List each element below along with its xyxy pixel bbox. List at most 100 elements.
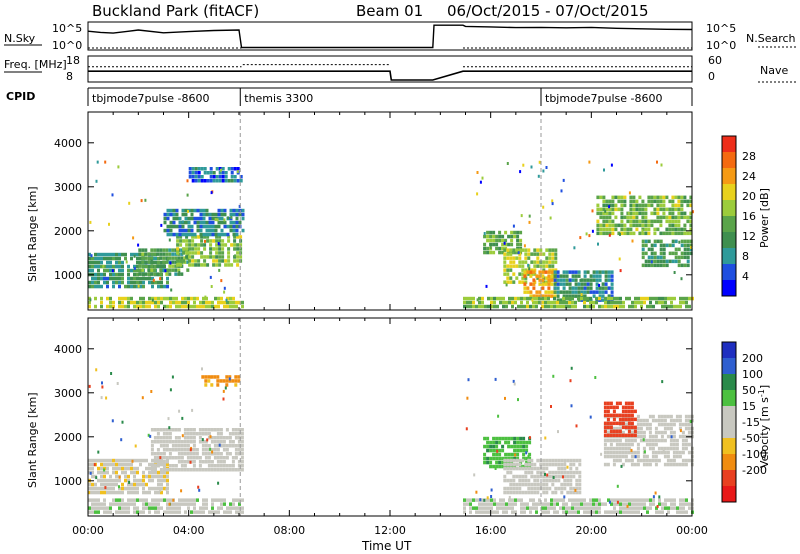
heat-cell (656, 195, 660, 200)
heat-cell (650, 255, 654, 260)
heat-cell (204, 375, 208, 379)
heat-cell (236, 243, 240, 247)
heat-cell (209, 243, 213, 247)
heat-cell (677, 231, 681, 236)
heat-cell (630, 458, 634, 463)
heat-cell (513, 234, 517, 239)
heat-cell (616, 304, 619, 309)
heat-cell (234, 448, 238, 452)
heat-cell (112, 252, 115, 257)
heat-cell (685, 498, 688, 502)
heat-cell (189, 440, 193, 444)
heat-cell (685, 296, 688, 301)
heat-cell (223, 232, 227, 237)
heat-cell (608, 211, 612, 216)
heat-cell (495, 464, 499, 469)
heat-cell (481, 300, 484, 305)
heat-cell (519, 170, 522, 174)
heat-cell (660, 414, 664, 419)
heat-cell (618, 433, 622, 438)
heat-cell (598, 274, 602, 278)
noise-right-label: N.Search (746, 32, 796, 45)
heat-cell (599, 207, 603, 212)
heat-cell (572, 458, 576, 463)
heat-cell (521, 272, 525, 276)
heat-cell (202, 216, 206, 221)
heat-cell (563, 478, 567, 483)
heat-cell (609, 421, 613, 426)
heat-cell (171, 375, 174, 379)
heat-cell (635, 227, 639, 232)
heat-cell (521, 490, 525, 495)
heat-cell (586, 304, 589, 309)
heat-cell (544, 510, 547, 514)
heat-cell (191, 408, 194, 412)
heat-cell (521, 276, 525, 280)
heat-cell (609, 438, 613, 443)
heat-cell (231, 440, 235, 444)
heat-cell (240, 428, 244, 432)
heat-cell (556, 498, 559, 502)
heat-cell (533, 268, 537, 272)
heat-cell (235, 506, 238, 510)
heat-cell (118, 256, 121, 261)
heat-cell (142, 296, 145, 301)
heat-cell (222, 379, 226, 383)
heat-cell (211, 228, 215, 233)
heat-cell (171, 456, 175, 460)
heat-cell (609, 401, 613, 406)
heat-cell (153, 440, 157, 444)
colorbar-segment (722, 358, 736, 375)
heat-cell (216, 448, 220, 452)
heat-cell (206, 179, 210, 183)
heat-cell (524, 280, 528, 284)
heat-cell (466, 300, 469, 305)
heat-cell (133, 466, 136, 471)
heat-cell (620, 195, 624, 200)
heat-cell (544, 270, 548, 274)
heat-cell (551, 490, 555, 495)
heat-cell (218, 263, 222, 267)
heat-cell (559, 274, 563, 278)
heat-cell (131, 459, 134, 463)
heat-cell (682, 300, 685, 305)
heat-cell (683, 211, 687, 216)
heat-cell (235, 224, 239, 229)
heat-cell (235, 232, 239, 237)
heat-cell (665, 215, 669, 220)
heat-cell (596, 211, 600, 216)
noise-right-tick-bottom: 10^0 (706, 39, 736, 52)
heat-cell (612, 438, 616, 443)
heat-cell (130, 276, 133, 281)
heat-cell (553, 506, 556, 510)
heat-cell (524, 470, 528, 475)
heat-cell (162, 268, 166, 272)
heat-cell (484, 498, 487, 502)
heat-cell (200, 235, 204, 239)
heat-cell (603, 438, 607, 443)
heat-cell (241, 208, 245, 213)
heat-cell (115, 272, 118, 277)
heat-cell (603, 462, 607, 467)
heat-cell (671, 203, 675, 208)
heat-cell (127, 300, 130, 305)
heat-cell (203, 235, 207, 239)
heat-cell (686, 247, 690, 252)
heat-cell (142, 276, 145, 281)
heat-cell (586, 286, 590, 290)
heat-cell (91, 280, 94, 285)
heat-cell (177, 436, 181, 440)
heat-cell (133, 264, 136, 269)
heat-cell (599, 231, 603, 236)
heat-cell (197, 247, 201, 251)
heat-cell (602, 215, 606, 220)
heat-cell (178, 220, 182, 225)
heat-cell (617, 195, 621, 200)
heat-cell (589, 274, 593, 278)
heat-cell (490, 495, 493, 498)
heat-cell (618, 442, 622, 447)
heat-cell (562, 282, 566, 286)
heat-cell (115, 502, 118, 506)
heat-cell (142, 478, 145, 483)
heat-cell (171, 468, 175, 472)
